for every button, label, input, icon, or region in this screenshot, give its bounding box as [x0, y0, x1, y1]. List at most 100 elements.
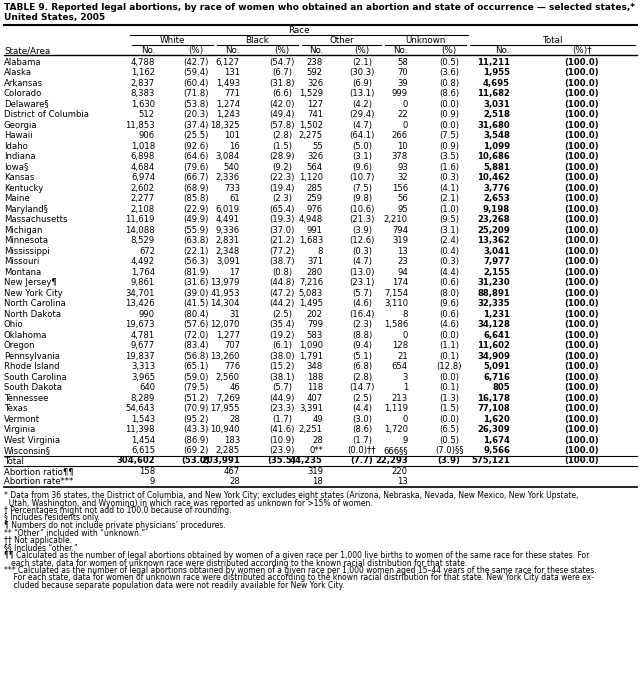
- Text: West Virginia: West Virginia: [4, 436, 60, 444]
- Text: (100.0): (100.0): [565, 215, 599, 224]
- Text: 12,070: 12,070: [210, 320, 240, 329]
- Text: (100.0): (100.0): [565, 236, 599, 245]
- Text: 9: 9: [403, 436, 408, 444]
- Text: 326: 326: [307, 78, 323, 87]
- Text: 11,682: 11,682: [477, 89, 510, 98]
- Text: (100.0): (100.0): [565, 289, 599, 298]
- Text: (10.6): (10.6): [349, 205, 375, 214]
- Text: (44.2): (44.2): [269, 299, 295, 308]
- Text: (100.0): (100.0): [565, 278, 599, 287]
- Text: Maryland§: Maryland§: [4, 205, 48, 214]
- Text: 991: 991: [307, 226, 323, 235]
- Text: (44.9): (44.9): [269, 393, 295, 403]
- Text: (1.3): (1.3): [439, 393, 459, 403]
- Text: (38.7): (38.7): [269, 257, 295, 266]
- Text: (9.6): (9.6): [439, 299, 459, 308]
- Text: TABLE 9. Reported legal abortions, by race of women who obtained an abortion and: TABLE 9. Reported legal abortions, by ra…: [4, 3, 635, 12]
- Text: 118: 118: [307, 383, 323, 392]
- Text: Race: Race: [288, 26, 310, 35]
- Text: 174: 174: [392, 278, 408, 287]
- Text: 4,684: 4,684: [131, 162, 155, 171]
- Text: (16.4): (16.4): [349, 310, 375, 319]
- Text: (0.6): (0.6): [439, 278, 459, 287]
- Text: (100.0): (100.0): [565, 205, 599, 214]
- Text: 55: 55: [312, 142, 323, 151]
- Text: (100.0): (100.0): [565, 58, 599, 67]
- Text: (0.1): (0.1): [439, 351, 459, 360]
- Text: (86.9): (86.9): [183, 436, 209, 444]
- Text: 10,462: 10,462: [477, 173, 510, 182]
- Text: Other: Other: [329, 36, 354, 45]
- Text: 77,108: 77,108: [478, 404, 510, 413]
- Text: (0.0): (0.0): [439, 121, 459, 130]
- Text: 3,776: 3,776: [483, 183, 510, 192]
- Text: (100.0): (100.0): [565, 341, 599, 350]
- Text: (100.0): (100.0): [565, 162, 599, 171]
- Text: Unknown: Unknown: [405, 36, 445, 45]
- Text: 54,643: 54,643: [126, 404, 155, 413]
- Text: 0: 0: [403, 330, 408, 339]
- Text: North Carolina: North Carolina: [4, 299, 66, 308]
- Text: 319: 319: [392, 236, 408, 245]
- Text: (19.4): (19.4): [269, 183, 295, 192]
- Text: Total: Total: [4, 457, 24, 466]
- Text: (2.8): (2.8): [352, 373, 372, 382]
- Text: † Percentages might not add to 100.0 because of rounding.: † Percentages might not add to 100.0 bec…: [4, 506, 231, 515]
- Text: (57.8): (57.8): [269, 121, 295, 130]
- Text: 31,230: 31,230: [478, 278, 510, 287]
- Text: (1.6): (1.6): [439, 162, 459, 171]
- Text: 2,155: 2,155: [483, 267, 510, 276]
- Text: North Dakota: North Dakota: [4, 310, 61, 319]
- Text: 28: 28: [229, 414, 240, 423]
- Text: (37.0): (37.0): [269, 226, 295, 235]
- Text: (0.8): (0.8): [272, 267, 292, 276]
- Text: (100.0): (100.0): [565, 404, 599, 413]
- Text: 34,701: 34,701: [126, 289, 155, 298]
- Text: (100.0): (100.0): [565, 330, 599, 339]
- Text: ¶ Numbers do not include private physicians’ procedures.: ¶ Numbers do not include private physici…: [4, 521, 226, 530]
- Text: Kansas: Kansas: [4, 173, 35, 182]
- Text: 2,560: 2,560: [216, 373, 240, 382]
- Text: 1,791: 1,791: [299, 351, 323, 360]
- Text: Missouri: Missouri: [4, 257, 39, 266]
- Text: (56.8): (56.8): [183, 351, 209, 360]
- Text: Abortion ratio¶¶: Abortion ratio¶¶: [4, 467, 74, 476]
- Text: 13,260: 13,260: [210, 351, 240, 360]
- Text: 2,837: 2,837: [131, 78, 155, 87]
- Text: Virginia: Virginia: [4, 425, 37, 434]
- Text: 11,398: 11,398: [126, 425, 155, 434]
- Text: 31,680: 31,680: [478, 121, 510, 130]
- Text: (100.0): (100.0): [565, 425, 599, 434]
- Text: 799: 799: [307, 320, 323, 329]
- Text: 14,088: 14,088: [125, 226, 155, 235]
- Text: 13,979: 13,979: [210, 278, 240, 287]
- Text: (3.0): (3.0): [352, 414, 372, 423]
- Text: 25,209: 25,209: [478, 226, 510, 235]
- Text: Idaho: Idaho: [4, 142, 28, 151]
- Text: Vermont: Vermont: [4, 414, 40, 423]
- Text: (0.0): (0.0): [439, 373, 459, 382]
- Text: 5,881: 5,881: [483, 162, 510, 171]
- Text: 1,018: 1,018: [131, 142, 155, 151]
- Text: (79.6): (79.6): [183, 162, 209, 171]
- Text: 672: 672: [139, 246, 155, 255]
- Text: (100.0): (100.0): [565, 89, 599, 98]
- Text: (100.0): (100.0): [565, 110, 599, 119]
- Text: (42.7): (42.7): [183, 58, 209, 67]
- Text: 9,336: 9,336: [216, 226, 240, 235]
- Text: Arkansas: Arkansas: [4, 78, 43, 87]
- Text: 188: 188: [306, 373, 323, 382]
- Text: 10,686: 10,686: [478, 152, 510, 161]
- Text: No.: No.: [140, 46, 155, 55]
- Text: 6,019: 6,019: [216, 205, 240, 214]
- Text: 2,251: 2,251: [299, 425, 323, 434]
- Text: 654: 654: [392, 362, 408, 371]
- Text: 26,309: 26,309: [478, 425, 510, 434]
- Text: (51.2): (51.2): [183, 393, 209, 403]
- Text: 13: 13: [397, 246, 408, 255]
- Text: 127: 127: [307, 99, 323, 108]
- Text: (59.4): (59.4): [183, 68, 209, 77]
- Text: (%): (%): [274, 46, 290, 55]
- Text: 11,619: 11,619: [126, 215, 155, 224]
- Text: Michigan: Michigan: [4, 226, 42, 235]
